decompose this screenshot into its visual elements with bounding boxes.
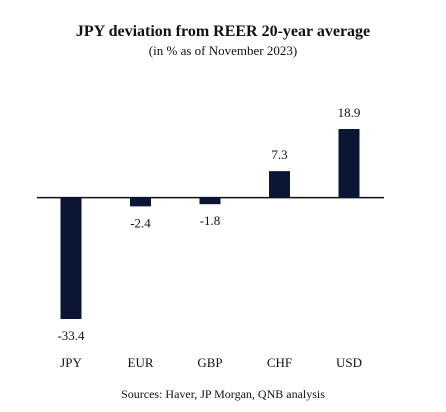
value-label-eur: -2.4 — [130, 215, 151, 230]
bar-chf — [269, 171, 290, 198]
bar-jpy — [60, 197, 82, 319]
value-label-gbp: -1.8 — [200, 213, 221, 228]
bar-gbp — [199, 197, 221, 205]
bar-eur — [130, 197, 151, 207]
category-label-chf: CHF — [267, 355, 292, 370]
category-label-gbp: GBP — [197, 355, 222, 370]
value-label-usd: 18.9 — [338, 105, 361, 120]
chart-title: JPY deviation from REER 20-year average — [75, 23, 371, 40]
value-label-jpy: -33.4 — [57, 328, 85, 343]
category-label-jpy: JPY — [60, 355, 82, 370]
chart-subtitle: (in % as of November 2023) — [148, 43, 298, 58]
category-label-usd: USD — [336, 355, 362, 370]
value-label-chf: 7.3 — [271, 147, 287, 162]
chart-source-note: Sources: Haver, JP Morgan, QNB analysis — [121, 387, 325, 401]
bar-chart: -33.4 JPY -2.4 EUR -1.8 GBP 7.3 CHF 18.9 USD — [37, 105, 384, 370]
category-label-eur: EUR — [128, 355, 154, 370]
bar-usd — [338, 129, 360, 198]
